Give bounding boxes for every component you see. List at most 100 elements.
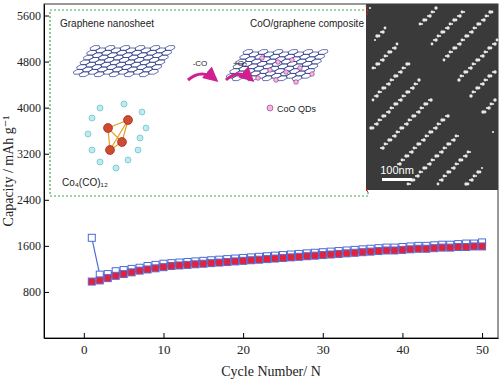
sem-particle	[487, 74, 490, 77]
sem-particle	[431, 11, 434, 14]
data-point	[232, 258, 239, 265]
sem-particle	[492, 43, 494, 45]
ligand	[135, 147, 141, 153]
y-tick: 4800	[17, 55, 49, 69]
sem-particle	[375, 34, 378, 37]
sem-particle	[398, 99, 400, 101]
ligand	[113, 165, 119, 171]
sem-particle	[378, 91, 381, 94]
quantum-dot	[294, 80, 299, 85]
sem-particle	[411, 114, 414, 117]
x-tick-mark	[482, 333, 483, 338]
sem-particle	[413, 147, 416, 150]
data-point	[423, 245, 430, 252]
sem-particle	[407, 183, 410, 186]
data-point	[447, 244, 454, 251]
data-point	[152, 265, 159, 272]
sem-particle	[437, 35, 440, 38]
annotation: 100nm	[380, 164, 414, 176]
sem-particle	[405, 62, 408, 65]
x-tick-label: 10	[157, 342, 170, 357]
data-point	[471, 243, 478, 250]
data-point	[303, 253, 310, 260]
data-point	[208, 260, 215, 267]
data-point	[192, 261, 199, 268]
sem-particle	[433, 127, 435, 129]
sem-particle	[449, 51, 452, 54]
y-tick-mark	[44, 292, 49, 293]
sem-particle	[404, 154, 407, 157]
sem-particle	[369, 126, 372, 129]
data-point	[112, 272, 119, 279]
x-tick-label: 30	[317, 342, 330, 357]
sem-particle	[390, 107, 393, 110]
data-point	[327, 251, 334, 258]
data-point	[343, 250, 350, 257]
x-tick-label: 50	[476, 342, 489, 357]
sem-particle	[437, 123, 440, 126]
sem-particle	[440, 30, 443, 33]
scale-bar	[382, 178, 412, 181]
sem-particle	[428, 99, 430, 101]
sem-particle	[460, 75, 463, 78]
ligand	[121, 101, 127, 107]
sem-particle	[451, 167, 453, 169]
sem-particle	[410, 87, 412, 89]
sem-particle	[469, 94, 472, 97]
sem-particle	[476, 22, 479, 25]
sem-particle	[404, 123, 406, 125]
sem-particle	[433, 39, 435, 41]
ligand	[85, 131, 91, 137]
sem-particle	[415, 175, 417, 177]
y-axis-line	[44, 5, 45, 339]
sem-particle	[445, 115, 447, 117]
reaction-arrow	[226, 74, 252, 80]
x-tick: 0	[81, 333, 88, 357]
sem-particle	[393, 102, 396, 105]
sem-particle	[396, 43, 399, 46]
ligand	[89, 115, 95, 121]
ligand	[97, 159, 103, 165]
sem-particle	[457, 78, 460, 81]
data-point	[271, 255, 278, 262]
data-point	[431, 245, 438, 252]
x-axis-title: Cycle Number/ N	[221, 364, 321, 379]
y-tick-label: 4800	[17, 55, 41, 69]
sem-particle	[380, 59, 382, 61]
sem-particle	[398, 71, 400, 73]
sem-particle	[445, 27, 447, 29]
sem-particle	[481, 167, 483, 169]
ligand	[97, 105, 103, 111]
inset-box	[50, 10, 368, 196]
sem-particle	[452, 46, 455, 49]
sem-particle	[423, 102, 426, 105]
sem-particle	[386, 111, 388, 113]
sem-particle	[427, 15, 429, 17]
x-tick-mark	[323, 333, 324, 338]
sem-particle	[484, 79, 487, 82]
sem-particle	[405, 90, 408, 93]
sem-particle	[490, 103, 493, 106]
y-axis-title: Capacity / mAh g⁻¹	[1, 116, 16, 227]
sem-particle	[387, 50, 390, 53]
x-tick: 20	[237, 333, 250, 357]
legend-dot	[267, 105, 273, 111]
quantum-dot	[256, 76, 261, 81]
sem-particle	[469, 31, 471, 33]
sem-particle	[421, 139, 423, 141]
sem-particle	[422, 166, 425, 169]
sem-particle	[401, 159, 404, 162]
y-tick-mark	[44, 62, 49, 63]
sem-particle	[443, 59, 446, 62]
sem-particle	[372, 67, 375, 70]
sem-particle	[467, 151, 470, 154]
y-tick-mark	[44, 154, 49, 155]
data-point	[88, 234, 95, 241]
quantum-dot	[274, 78, 279, 83]
data-point	[335, 250, 342, 257]
sem-particle	[476, 170, 479, 173]
quantum-dot	[260, 56, 265, 61]
sem-particle	[384, 143, 387, 146]
quantum-dot	[310, 72, 315, 77]
sem-particle	[475, 58, 478, 61]
